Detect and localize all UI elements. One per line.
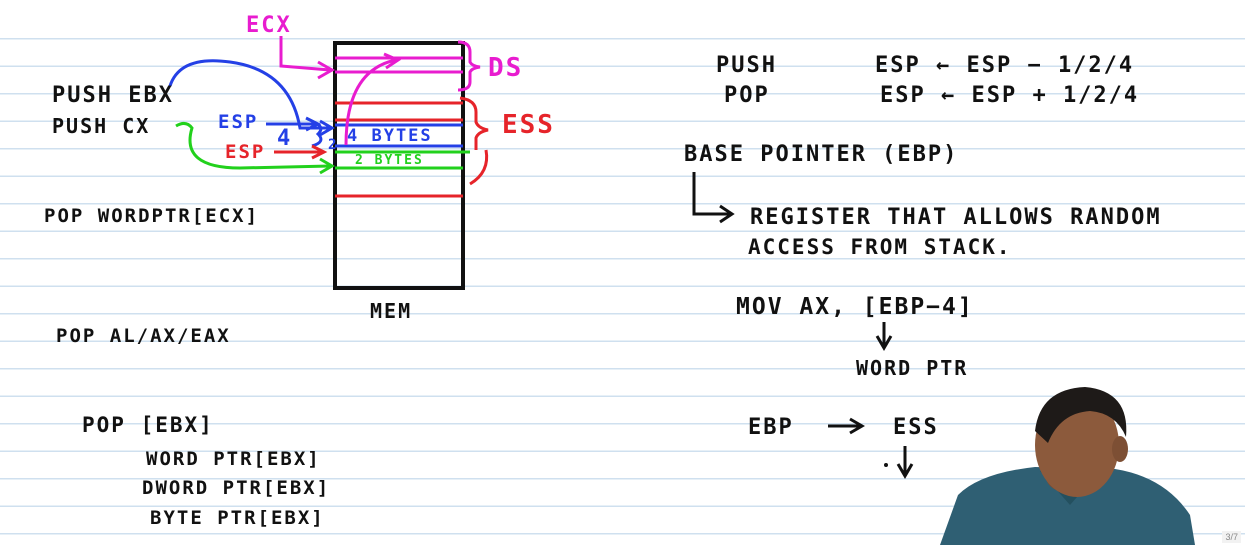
push-rule: ESP ← ESP − 1/2/4 [875,53,1134,78]
ess-label: ESS [502,110,555,140]
magenta-curve-head [383,52,402,70]
ess-text: ESS [893,415,939,440]
push-ebx-text: PUSH EBX [52,83,174,108]
push-ebx-arrow [168,59,330,130]
mem-label: MEM [370,299,412,323]
ecx-arrow-head [317,60,336,80]
four-label: 4 [277,126,292,151]
ess-down-arrow-head [896,463,914,479]
memory-box [333,41,465,290]
presenter-shirt [940,467,1195,545]
presenter-webcam [940,387,1195,545]
word-ptr-text: WORD PTR [856,356,968,380]
push-cx-arrow-head [319,157,335,175]
hook-arrow-head [719,204,735,224]
dot-mark [884,463,888,467]
four-bytes-label: 4 BYTES [347,126,433,146]
esp-red-label: ESP [225,141,265,163]
ecx-label: ECX [246,13,292,38]
ds-brace [457,40,481,92]
ds-label: DS [488,53,523,83]
mov-down-arrow-head [875,335,893,351]
push-ebx-arrow-head [319,119,335,137]
word-ptr-ebx-text: WORD PTR[EBX] [146,448,321,470]
presenter-hair [1035,387,1127,443]
four-brace [311,120,323,148]
base-pointer-heading: BASE POINTER (EBP) [684,142,958,167]
page-indicator: 3/7 [1222,531,1241,543]
ess-brace [459,96,489,150]
ebp-text: EBP [748,415,794,440]
memory-diagram: 4 BYTES 2 BYTES MEM [333,41,470,323]
push-cx-arrow [175,121,331,170]
magenta-curve [344,58,397,146]
ess-brace-lower [469,149,489,186]
two-bytes-label: 2 BYTES [355,153,424,168]
dword-ptr-ebx-text: DWORD PTR[EBX] [142,477,330,499]
push-cx-text: PUSH CX [52,114,150,138]
two-label: 2 [328,137,338,153]
esp-red-arrow-head [311,144,328,160]
byte-ptr-ebx-text: BYTE PTR[EBX] [150,507,325,529]
pop-wordptr-ecx-text: POP WORDPTR[ECX] [44,205,259,227]
register-line-2: ACCESS FROM STACK. [748,235,1012,259]
esp-blue-label: ESP [218,111,258,133]
mov-instruction: MOV AX, [EBP−4] [736,294,974,320]
pop-al-ax-eax-text: POP AL/AX/EAX [56,325,231,347]
pop-ebx-text: POP [EBX] [82,413,214,437]
ecx-arrow [279,36,331,72]
register-line-1: REGISTER THAT ALLOWS RANDOM [750,205,1162,230]
pop-word: POP [724,83,770,108]
presenter-ear [1112,436,1128,462]
push-word: PUSH [716,53,777,78]
pop-rule: ESP ← ESP + 1/2/4 [880,83,1139,108]
ebp-arrow-head [849,417,865,435]
hook-arrow [692,172,730,216]
